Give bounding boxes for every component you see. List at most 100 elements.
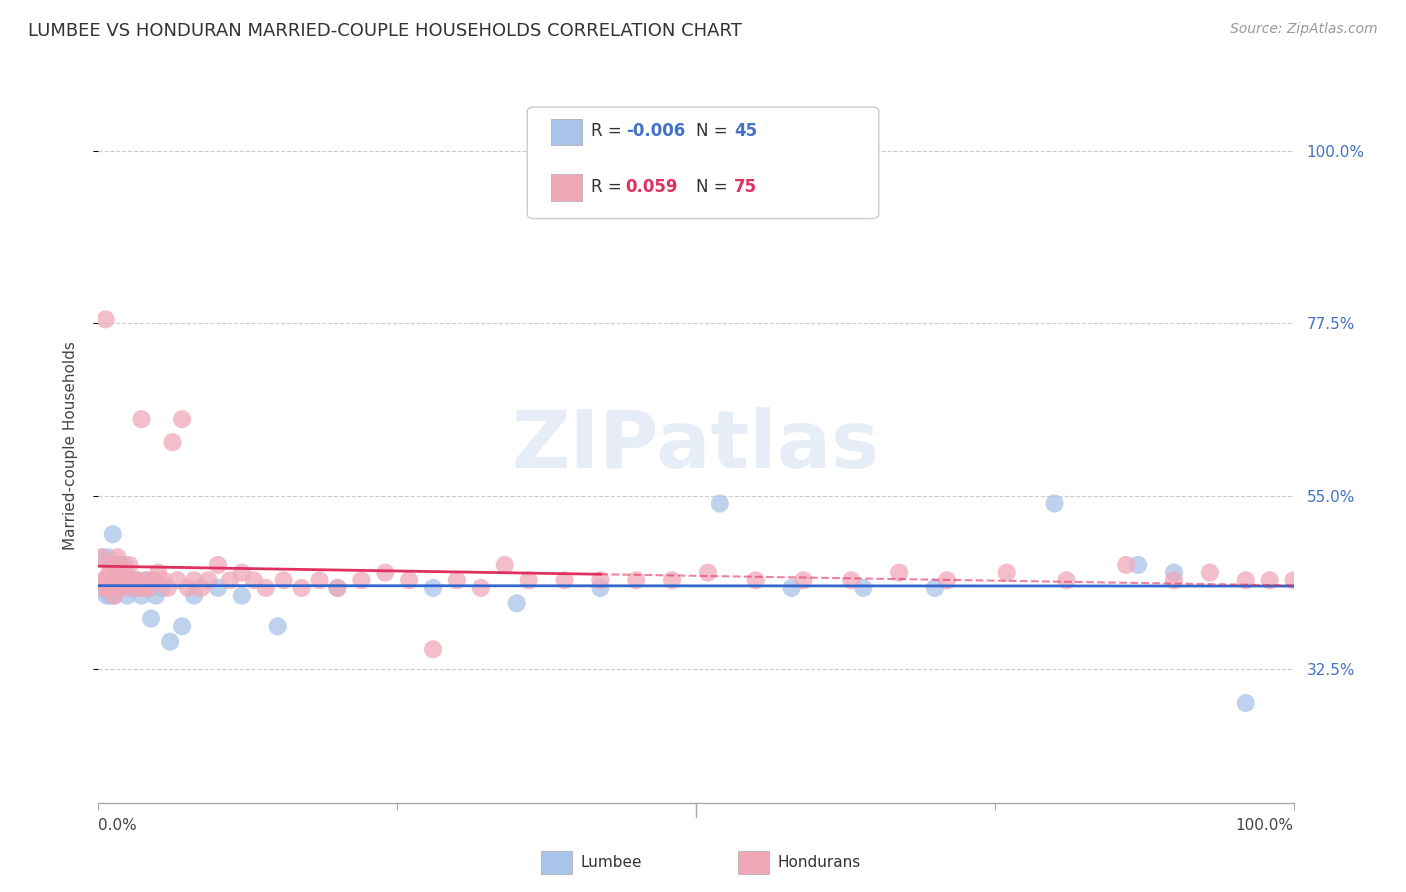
Point: [190, 581, 212, 595]
Point: [108, 558, 131, 572]
Point: [94, 312, 117, 326]
Point: [1198, 566, 1220, 580]
Y-axis label: Married-couple Households: Married-couple Households: [63, 342, 77, 550]
Point: [100, 574, 122, 588]
Text: 75: 75: [734, 178, 756, 196]
Point: [166, 574, 188, 588]
Point: [98, 566, 121, 580]
Point: [745, 574, 768, 588]
Point: [350, 574, 373, 588]
Point: [115, 574, 138, 588]
Point: [101, 527, 124, 541]
Point: [1115, 558, 1137, 572]
Point: [156, 581, 179, 595]
Point: [589, 574, 612, 588]
Point: [121, 581, 143, 595]
Point: [697, 566, 720, 580]
Point: [207, 558, 229, 572]
Point: [98, 558, 122, 572]
Point: [1258, 574, 1281, 588]
Text: ZIPatlas: ZIPatlas: [512, 407, 880, 485]
Point: [398, 574, 420, 588]
Point: [127, 574, 149, 588]
Text: R =: R =: [591, 122, 627, 140]
Point: [118, 558, 141, 572]
Point: [115, 589, 138, 603]
Point: [780, 581, 803, 595]
Point: [326, 581, 349, 595]
Point: [291, 581, 314, 595]
Point: [105, 581, 128, 595]
Text: 0.0%: 0.0%: [98, 818, 138, 832]
Point: [93, 574, 115, 588]
Point: [197, 574, 219, 588]
Point: [103, 589, 125, 603]
Point: [97, 550, 120, 565]
Point: [124, 574, 146, 588]
Point: [162, 435, 184, 450]
Point: [422, 642, 444, 657]
Point: [118, 574, 141, 588]
Point: [1163, 574, 1185, 588]
Point: [135, 574, 157, 588]
Point: [94, 581, 117, 595]
Point: [589, 581, 612, 595]
Point: [852, 581, 875, 595]
Point: [231, 566, 253, 580]
Point: [131, 412, 153, 426]
Point: [517, 574, 540, 588]
Point: [110, 581, 132, 595]
Point: [1234, 696, 1257, 710]
Point: [183, 574, 205, 588]
Point: [924, 581, 946, 595]
Point: [114, 558, 136, 572]
Text: -0.006: -0.006: [626, 122, 685, 140]
Text: 0.059: 0.059: [626, 178, 678, 196]
Point: [326, 581, 349, 595]
Point: [111, 581, 134, 595]
Point: [172, 619, 194, 633]
Point: [231, 589, 253, 603]
Point: [889, 566, 911, 580]
Point: [661, 574, 683, 588]
Point: [132, 581, 155, 595]
Point: [841, 574, 863, 588]
Point: [145, 589, 167, 603]
Point: [107, 550, 129, 565]
Point: [139, 581, 162, 595]
Point: [1163, 566, 1185, 580]
Point: [93, 574, 115, 588]
Point: [506, 596, 529, 610]
Point: [709, 497, 731, 511]
Point: [148, 566, 170, 580]
Point: [1128, 558, 1150, 572]
Point: [1234, 574, 1257, 588]
Point: [152, 574, 174, 588]
Point: [374, 566, 396, 580]
Text: Hondurans: Hondurans: [778, 855, 860, 870]
Point: [103, 589, 125, 603]
Point: [1043, 497, 1066, 511]
Text: Source: ZipAtlas.com: Source: ZipAtlas.com: [1230, 22, 1378, 37]
Point: [177, 581, 200, 595]
Text: Lumbee: Lumbee: [581, 855, 643, 870]
Point: [150, 581, 173, 595]
Point: [936, 574, 959, 588]
Point: [172, 412, 194, 426]
Point: [97, 581, 120, 595]
Point: [207, 581, 229, 595]
Point: [159, 634, 181, 648]
Point: [135, 574, 157, 588]
Point: [98, 581, 121, 595]
Point: [422, 581, 444, 595]
Point: [107, 581, 129, 595]
Text: N =: N =: [696, 122, 733, 140]
Point: [793, 574, 815, 588]
Point: [107, 574, 129, 588]
Point: [121, 581, 143, 595]
Point: [105, 566, 128, 580]
Point: [111, 574, 134, 588]
Point: [104, 574, 127, 588]
Point: [91, 581, 114, 595]
Point: [100, 574, 122, 588]
